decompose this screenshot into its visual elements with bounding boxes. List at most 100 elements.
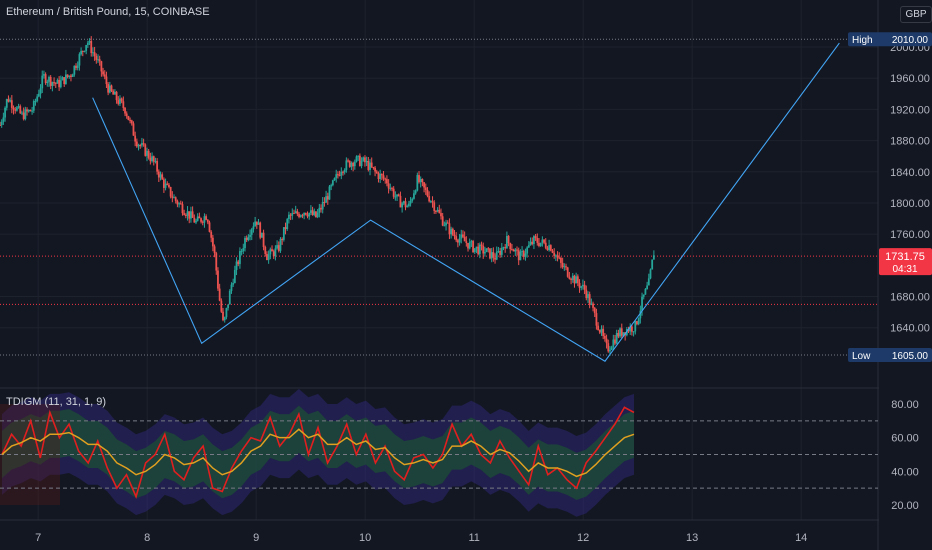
candle-body	[646, 285, 649, 290]
candle-body	[617, 332, 620, 337]
candle-body	[24, 109, 27, 120]
candle-body	[505, 235, 508, 249]
candle-body	[223, 317, 226, 321]
candle-body	[169, 187, 172, 197]
candle-body	[478, 244, 481, 255]
candle-body	[507, 235, 510, 243]
candle-body	[411, 198, 414, 201]
candle-body	[44, 74, 47, 83]
candle-body	[120, 98, 123, 102]
candle-body	[384, 178, 387, 180]
x-tick-label: 7	[35, 532, 41, 544]
high-tag-box	[848, 32, 932, 47]
candle-body	[453, 234, 456, 237]
candle-body	[529, 241, 532, 246]
candle-body	[516, 249, 518, 251]
candle-body	[288, 214, 290, 220]
candle-body	[448, 223, 451, 235]
candle-body	[462, 234, 464, 237]
indicator-label: TDIGM (11, 31, 1, 9)	[6, 396, 107, 408]
candle-body	[413, 193, 415, 199]
candle-body	[304, 212, 307, 215]
candle-body	[546, 247, 549, 251]
candle-body	[587, 294, 589, 299]
candle-body	[59, 80, 62, 88]
candle-body	[186, 211, 189, 216]
candle-body	[509, 242, 512, 250]
candle-body	[622, 332, 625, 336]
candle-body	[379, 173, 382, 179]
candle-body	[404, 201, 407, 208]
candle-body	[338, 174, 341, 176]
candle-body	[549, 245, 552, 251]
candle-body	[108, 85, 111, 93]
candle-body	[458, 238, 461, 243]
candle-body	[122, 101, 125, 108]
candle-body	[41, 75, 44, 89]
candle-body	[380, 173, 383, 176]
candle-body	[315, 211, 317, 218]
candle-body	[73, 65, 76, 75]
candle-body	[15, 107, 18, 111]
y-tick-label: 1680.00	[890, 292, 930, 304]
candle-body	[208, 222, 211, 232]
candle-body	[129, 119, 131, 121]
candle-body	[484, 252, 486, 254]
candle-body	[272, 251, 275, 257]
candle-body	[22, 112, 25, 120]
candle-body	[580, 286, 583, 288]
candle-body	[230, 284, 233, 291]
candle-body	[176, 200, 179, 205]
candle-body	[619, 328, 621, 337]
candle-body	[193, 217, 196, 223]
candle-body	[71, 74, 74, 78]
y-tick-label: 1760.00	[890, 229, 930, 241]
candle-body	[232, 282, 235, 285]
candle-body	[495, 251, 498, 260]
candle-body	[254, 221, 257, 227]
candle-body	[239, 251, 241, 265]
candle-body	[527, 245, 530, 248]
candle-body	[592, 303, 594, 308]
candle-body	[289, 214, 292, 216]
last-price-box	[879, 248, 932, 276]
candle-body	[526, 247, 529, 254]
candle-body	[51, 82, 54, 86]
candle-body	[286, 219, 289, 229]
candle-body	[139, 144, 142, 146]
candle-body	[377, 173, 380, 179]
candle-body	[320, 207, 322, 210]
candle-body	[443, 225, 446, 227]
candle-body	[365, 161, 368, 163]
candle-body	[32, 101, 35, 111]
candle-body	[90, 41, 93, 53]
currency-badge[interactable]: GBP	[900, 6, 932, 23]
candle-body	[43, 74, 45, 76]
candle-body	[475, 246, 478, 249]
candle-body	[531, 241, 534, 244]
candle-body	[161, 174, 164, 180]
candle-body	[168, 184, 170, 188]
candle-body	[48, 77, 50, 82]
candle-body	[149, 157, 152, 162]
candle-body	[358, 155, 361, 166]
candle-body	[345, 160, 348, 170]
indicator-lines	[1, 406, 635, 499]
candle-body	[39, 88, 42, 94]
candle-body	[14, 109, 17, 111]
candle-body	[222, 311, 224, 321]
candle-body	[551, 250, 554, 253]
candle-body	[156, 161, 159, 172]
candle-body	[335, 174, 338, 179]
candle-body	[362, 157, 365, 161]
candle-body	[184, 214, 187, 216]
candle-body	[534, 236, 537, 238]
candle-body	[211, 237, 214, 247]
candle-body	[568, 276, 571, 279]
candle-body	[627, 329, 630, 332]
candle-body	[137, 144, 140, 147]
candle-body	[117, 100, 120, 104]
candle-body	[610, 347, 613, 350]
candle-body	[125, 113, 128, 117]
